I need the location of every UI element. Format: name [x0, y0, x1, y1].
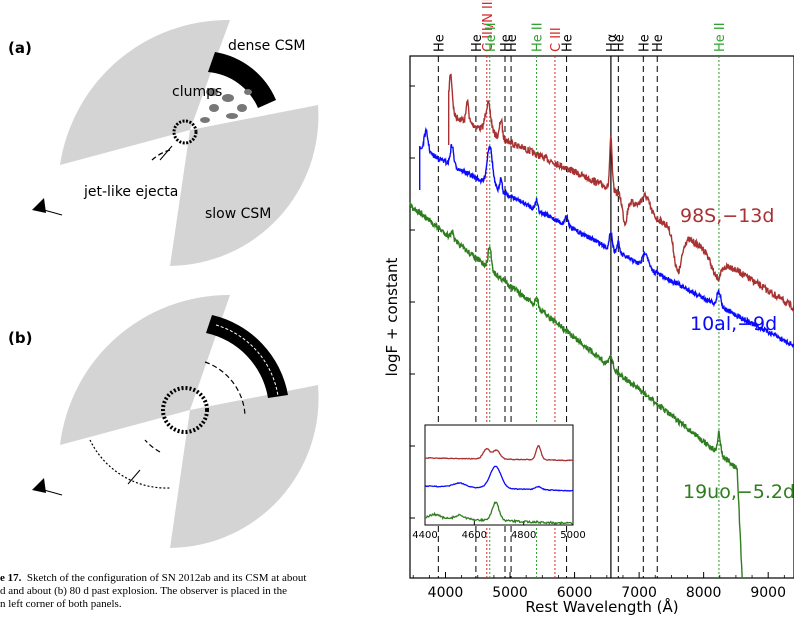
line-marker-label: He II — [713, 22, 728, 52]
caption-prefix: e 17. — [0, 572, 22, 584]
series-label: 98S,−13d — [680, 205, 774, 227]
panel-b-observer-icon — [32, 478, 46, 493]
spectrum-line — [448, 73, 794, 312]
panel-b-dense-csm-arc — [206, 315, 288, 398]
panel-b-dashed-shell-lower — [144, 439, 161, 453]
line-marker-label: He — [612, 34, 627, 52]
panel-a-upper-wedge — [60, 19, 230, 166]
inset-tick-label: 5000 — [560, 530, 585, 541]
y-axis-label: logF + constant — [383, 257, 401, 376]
inset-spectrum-line — [424, 465, 574, 492]
slow-csm-label: slow CSM — [205, 206, 271, 222]
panel-b-upper-wedge — [60, 294, 230, 445]
x-tick-label: 4000 — [428, 585, 464, 601]
panel-b-dense-inner-dashed — [215, 324, 279, 397]
panel-b-observer-line — [43, 489, 63, 496]
dense-csm-label: dense CSM — [228, 38, 305, 54]
line-marker-label: He — [561, 34, 576, 52]
x-tick-label: 9000 — [750, 585, 786, 601]
line-marker-label: He II — [484, 22, 499, 52]
x-tick-label: 6000 — [557, 585, 593, 601]
line-marker-label: C III — [549, 27, 564, 52]
series-label: 19uo,−5.2d — [683, 481, 794, 503]
spectrum-line — [409, 202, 743, 579]
series-label: 10al,−9d — [690, 313, 777, 335]
inset-tick-label: 4800 — [511, 530, 536, 541]
caption-line-3: n left corner of both panels. — [0, 598, 122, 610]
inset-tick-label: 4400 — [412, 530, 437, 541]
plot-frame — [409, 55, 794, 579]
inset-spectrum-line — [424, 501, 574, 526]
figure-caption: e 17. Sketch of the configuration of SN … — [0, 572, 360, 611]
spectrum-line — [419, 126, 794, 349]
line-marker-label: C III/N III — [481, 0, 496, 52]
panel-b-ejecta — [161, 386, 209, 434]
line-marker-label: He II — [531, 22, 546, 52]
panel-a-observer-icon — [32, 198, 46, 213]
panel-b-lower-wedge — [170, 385, 319, 548]
line-marker-label: He — [432, 34, 447, 52]
panel-a-label: (a) — [8, 39, 32, 57]
panel-a-jet-arc — [151, 149, 171, 161]
line-marker-label: He — [499, 34, 514, 52]
line-marker-label: Hα — [605, 34, 620, 52]
panel-a-dense-csm-arc — [208, 52, 276, 108]
x-tick-label: 5000 — [492, 585, 528, 601]
csm-sketch: (a) dense CSM clumps jet-like ejecta slo… — [8, 19, 319, 548]
panel-a-observer-line — [43, 209, 63, 216]
panel-b: (b) — [8, 294, 319, 548]
jet-ejecta-label: jet-like ejecta — [83, 184, 178, 200]
inset-spectrum-line — [424, 444, 574, 462]
spectra-chart: 4000 5000 6000 7000 8000 9000 Rest Wavelength … — [383, 0, 794, 616]
x-tick-label: 8000 — [686, 585, 722, 601]
panel-a: (a) dense CSM clumps jet-like ejecta slo… — [8, 19, 319, 266]
panel-a-lower-wedge — [170, 105, 319, 266]
panel-b-arrow — [127, 469, 141, 485]
caption-line-1: Sketch of the configuration of SN 2012ab… — [26, 572, 307, 584]
panel-a-ejecta — [172, 119, 198, 145]
inset-tick-label: 4600 — [462, 530, 487, 541]
panel-a-jet-arrow — [159, 145, 173, 161]
line-marker-label: He — [651, 34, 666, 52]
line-marker-label: He — [637, 34, 652, 52]
line-marker-label: He — [470, 34, 485, 52]
line-marker-label: He — [505, 34, 520, 52]
caption-line-2: d and about (b) 80 d past explosion. The… — [0, 585, 287, 597]
panel-b-label: (b) — [8, 329, 32, 347]
panel-b-dotted-arc — [89, 439, 171, 489]
panel-a-clumps — [200, 88, 252, 123]
x-tick-label: 7000 — [621, 585, 657, 601]
clumps-label: clumps — [172, 84, 222, 100]
x-axis-label: Rest Wavelength (Å) — [525, 597, 678, 616]
panel-b-dashed-shell — [204, 361, 246, 416]
